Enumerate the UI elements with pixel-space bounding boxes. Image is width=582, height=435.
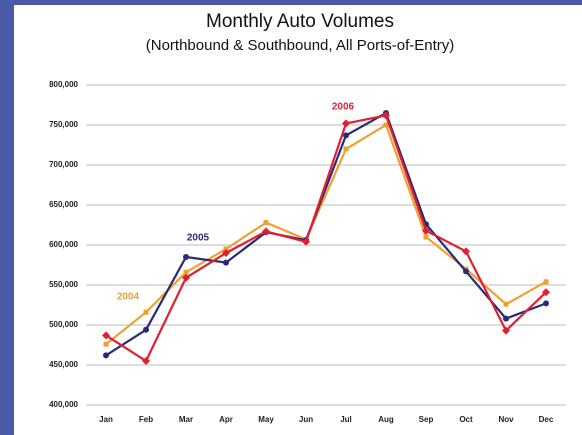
x-tick-label: Jul	[340, 415, 352, 424]
marker	[382, 111, 390, 120]
marker	[383, 122, 389, 128]
series-line	[105, 111, 547, 357]
marker	[423, 234, 429, 240]
marker	[503, 315, 509, 322]
series-label: 2006	[332, 102, 355, 113]
y-tick-label: 500,000	[49, 320, 78, 329]
chart-subtitle: (Northbound & Southbound, All Ports-of-E…	[146, 37, 455, 54]
series-line	[105, 114, 547, 363]
x-tick-label: Jun	[299, 415, 313, 424]
marker	[342, 119, 350, 128]
x-tick-label: Sep	[419, 415, 434, 424]
side-band	[0, 0, 14, 435]
x-tick-label: Nov	[498, 415, 514, 424]
marker	[422, 226, 430, 235]
x-tick-label: Feb	[139, 415, 153, 424]
x-tick-label: Mar	[179, 415, 193, 424]
marker	[462, 247, 470, 256]
marker	[343, 146, 349, 152]
marker	[302, 237, 310, 246]
x-tick-label: Apr	[219, 415, 233, 424]
y-tick-label: 800,000	[49, 80, 78, 89]
marker	[142, 357, 150, 365]
marker	[183, 269, 189, 275]
marker	[343, 132, 349, 139]
y-tick-label: 400,000	[49, 400, 78, 409]
series-label: 2005	[187, 233, 210, 244]
x-tick-label: May	[258, 415, 274, 424]
x-tick-label: Aug	[378, 415, 394, 424]
series-label: 2004	[117, 292, 140, 303]
marker	[503, 301, 509, 307]
marker	[183, 254, 189, 260]
y-tick-label: 450,000	[49, 360, 78, 369]
marker	[143, 309, 149, 315]
top-band	[0, 0, 582, 5]
marker	[222, 249, 230, 257]
x-tick-label: Dec	[539, 415, 554, 424]
marker	[262, 227, 270, 236]
marker	[102, 331, 110, 340]
marker	[543, 300, 549, 307]
y-tick-label: 550,000	[49, 280, 78, 289]
marker	[182, 273, 190, 282]
series-line	[105, 123, 547, 346]
marker	[143, 326, 149, 333]
marker	[223, 259, 229, 266]
x-tick-label: Jan	[99, 415, 113, 424]
marker	[543, 279, 549, 285]
y-tick-label: 600,000	[49, 240, 78, 249]
marker	[103, 341, 109, 347]
marker	[502, 326, 510, 335]
marker	[463, 268, 469, 275]
y-tick-label: 750,000	[49, 120, 78, 129]
marker	[103, 352, 109, 359]
chart-title: Monthly Auto Volumes	[206, 11, 394, 32]
y-tick-label: 650,000	[49, 200, 78, 209]
x-tick-label: Oct	[459, 415, 473, 424]
marker	[263, 220, 269, 226]
marker	[542, 288, 550, 297]
y-tick-label: 700,000	[49, 160, 78, 169]
